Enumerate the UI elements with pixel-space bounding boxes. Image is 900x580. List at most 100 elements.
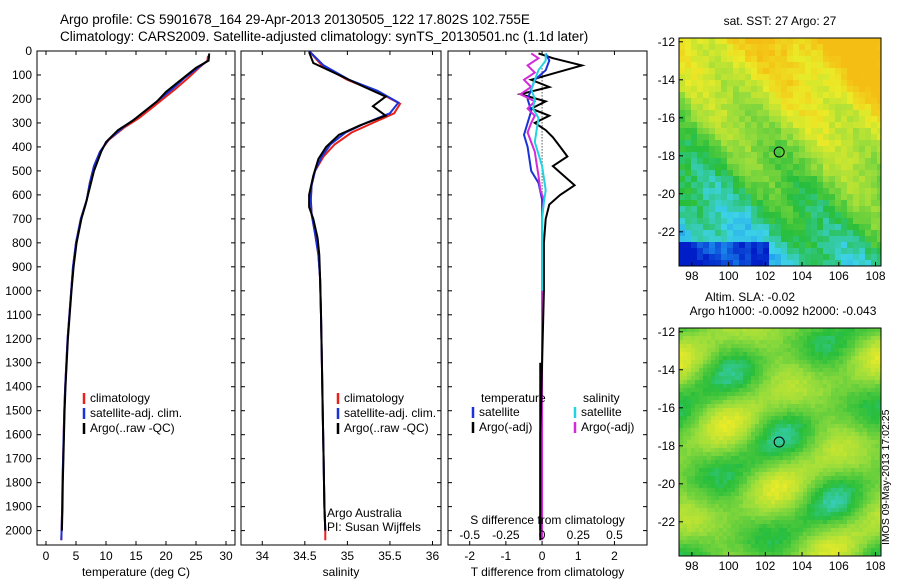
sla_map-cell — [711, 352, 716, 357]
sst_map-cell — [691, 230, 698, 237]
sst_map-cell — [847, 158, 854, 165]
sla_map-cell — [707, 532, 712, 537]
sla_map-cell — [759, 480, 764, 485]
sla_map-cell — [875, 468, 880, 473]
sla_map-cell — [763, 492, 768, 497]
sla_map-cell — [811, 352, 816, 357]
sla_map-cell — [695, 504, 700, 509]
sla_map-cell — [767, 524, 772, 529]
sla_map-cell — [863, 476, 868, 481]
sla_map-cell — [851, 472, 856, 477]
sla_map-cell — [839, 464, 844, 469]
sla_map-cell — [711, 520, 716, 525]
diff-frame — [447, 50, 648, 546]
sla_map-cell — [751, 376, 756, 381]
sla_map-cell — [679, 420, 684, 425]
sla_map-cell — [691, 444, 696, 449]
sst_map-cell — [805, 170, 812, 177]
sla_map-cell — [875, 436, 880, 441]
sla_map-cell — [727, 360, 732, 365]
sla_map-cell — [723, 412, 728, 417]
sla_map-cell — [751, 372, 756, 377]
sst_map-cell — [697, 200, 704, 207]
sla_map-cell — [723, 400, 728, 405]
sla_map-cell — [703, 548, 708, 553]
sla_map-cell — [735, 332, 740, 337]
sla_map-cell — [743, 532, 748, 537]
sst_map-cell — [751, 74, 758, 81]
sla_map-cell — [867, 480, 872, 485]
sla_map-cell — [851, 360, 856, 365]
diff-xtick-label: -1 — [501, 549, 512, 563]
sla_map-cell — [819, 372, 824, 377]
sla_map-cell — [791, 460, 796, 465]
sla_map-cell — [859, 520, 864, 525]
sla_map-cell — [679, 432, 684, 437]
sla_map-cell — [691, 528, 696, 533]
sst_map-cell — [769, 242, 776, 249]
sla_map-cell — [703, 432, 708, 437]
sla_map-cell — [755, 536, 760, 541]
sst_map-cell — [859, 104, 866, 111]
sla_map-cell — [767, 392, 772, 397]
sla_map-cell — [679, 384, 684, 389]
sla_map-cell — [847, 408, 852, 413]
sla_map-cell — [755, 416, 760, 421]
sla_map-cell — [759, 552, 764, 557]
sla_map-cell — [863, 512, 868, 517]
sla_map-cell — [787, 420, 792, 425]
sla_map-cell — [775, 352, 780, 357]
sla_map-cell — [803, 508, 808, 513]
sla_map-cell — [703, 532, 708, 537]
sla_map-cell — [707, 492, 712, 497]
sla_map-cell — [867, 528, 872, 533]
sst_map-cell — [775, 242, 782, 249]
sla_map-cell — [763, 384, 768, 389]
sla_map-cell — [755, 348, 760, 353]
sla_map-cell — [807, 552, 812, 557]
sla_map-cell — [839, 344, 844, 349]
sla_map-cell — [787, 452, 792, 457]
sla_map-cell — [771, 484, 776, 489]
sst_map-cell — [823, 212, 830, 219]
sla_map-cell — [707, 372, 712, 377]
sla_map-cell — [843, 460, 848, 465]
sla_map-cell — [679, 388, 684, 393]
sst_map-cell — [793, 224, 800, 231]
temperature-ytick-label: 700 — [12, 212, 32, 226]
sla_map-cell — [695, 500, 700, 505]
sla_map-cell — [679, 392, 684, 397]
sla_map-cell — [723, 552, 728, 557]
sla_map-cell — [775, 524, 780, 529]
sla_map-cell — [819, 448, 824, 453]
sst_map-cell — [721, 134, 728, 141]
sst_map-cell — [733, 182, 740, 189]
sst_map-cell — [721, 194, 728, 201]
sla_map-cell — [715, 544, 720, 549]
sla_map-cell — [727, 472, 732, 477]
sla_map-cell — [719, 548, 724, 553]
sla_map-cell — [679, 480, 684, 485]
sla_map-cell — [731, 512, 736, 517]
sla_map-cell — [759, 512, 764, 517]
sla_map-cell — [719, 364, 724, 369]
sla_map-cell — [731, 336, 736, 341]
sla_map-cell — [679, 364, 684, 369]
sla_map-cell — [747, 548, 752, 553]
sla_map-cell — [823, 360, 828, 365]
sst_map-cell — [679, 206, 686, 213]
sla_map-cell — [687, 432, 692, 437]
sst_map-cell — [793, 158, 800, 165]
sla_map-cell — [863, 484, 868, 489]
sst_map-cell — [835, 230, 842, 237]
sla_map-cell — [843, 440, 848, 445]
sla_map-cell — [859, 408, 864, 413]
sst_map-cell — [769, 236, 776, 243]
sla_map-cell — [851, 448, 856, 453]
sla_map-cell — [787, 528, 792, 533]
sla_map-cell — [839, 496, 844, 501]
sla_map-cell — [679, 400, 684, 405]
sla_map-cell — [711, 460, 716, 465]
sla_map-cell — [815, 340, 820, 345]
sla_map-cell — [755, 408, 760, 413]
